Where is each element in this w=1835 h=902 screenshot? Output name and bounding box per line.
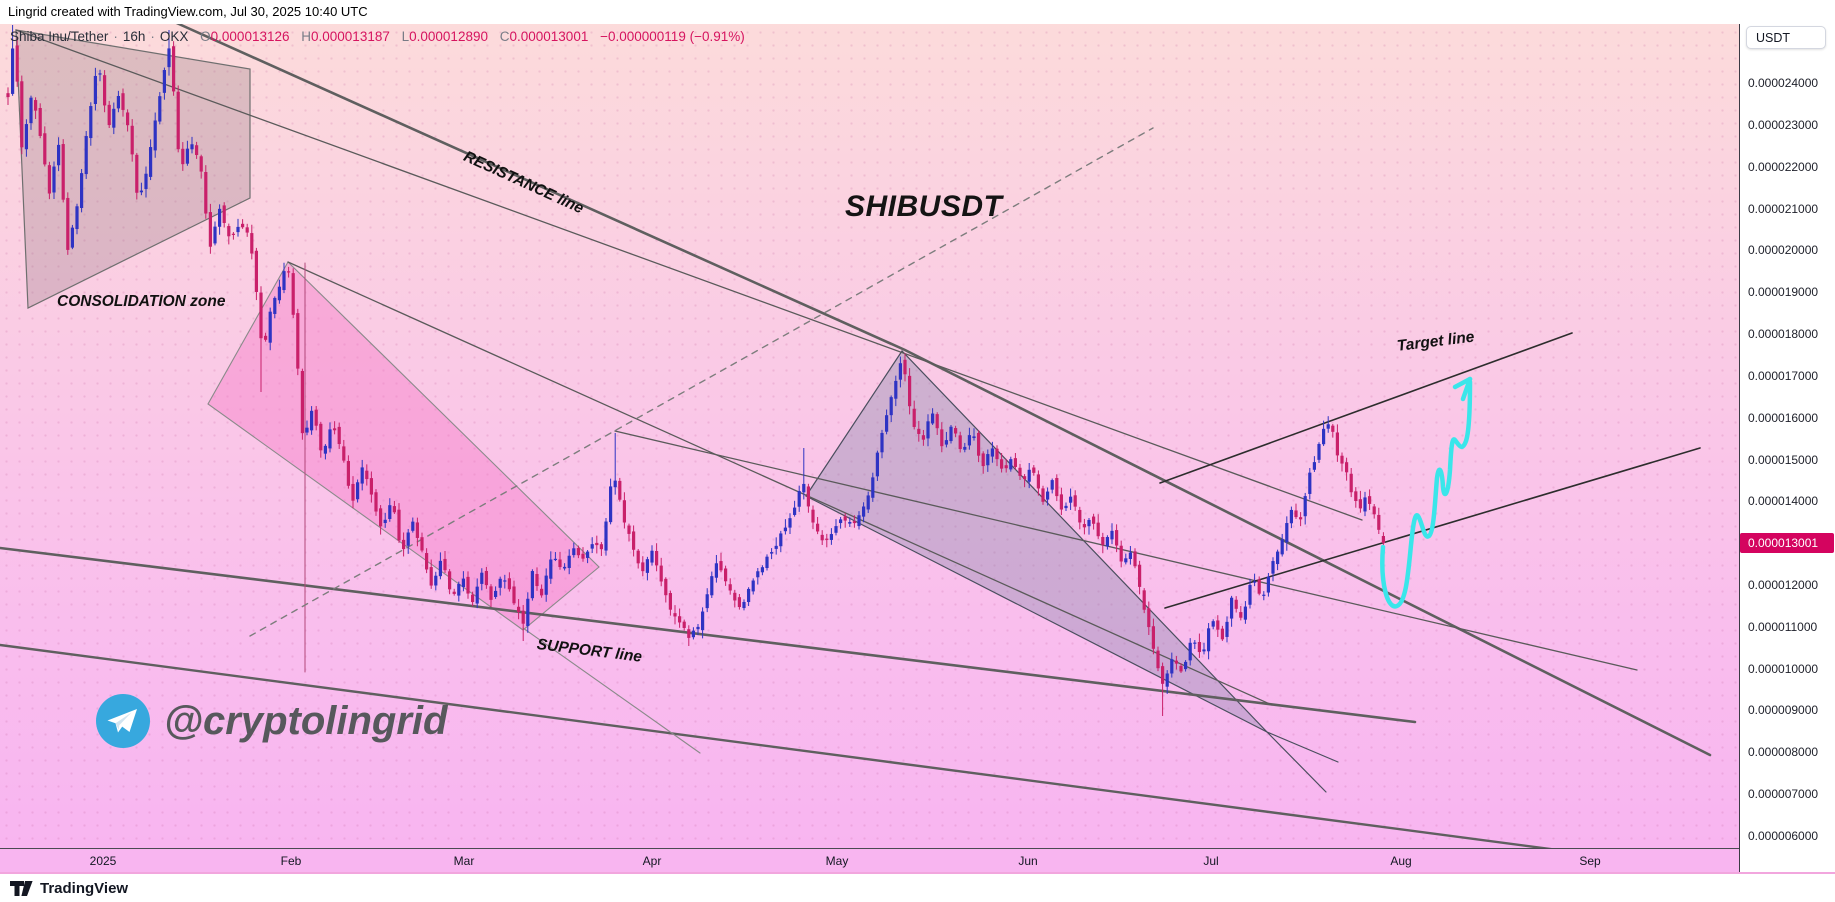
caption-bar: Lingrid created with TradingView.com, Ju…	[0, 0, 1835, 24]
time-tick: Aug	[1390, 854, 1412, 868]
support-trendline[interactable]	[0, 546, 1417, 724]
wedge-lower-extension[interactable]	[1266, 731, 1339, 763]
time-tick: Jun	[1018, 854, 1038, 868]
wedge-shape[interactable]	[805, 350, 1268, 733]
low-value: 0.000012890	[409, 29, 488, 44]
time-tick: Sep	[1579, 854, 1601, 868]
price-tick: 0.000008000	[1748, 745, 1819, 759]
price-tick: 0.000006000	[1748, 829, 1819, 843]
price-tick: 0.000019000	[1748, 285, 1819, 299]
price-tick: 0.000023000	[1748, 118, 1819, 132]
time-tick: 2025	[89, 854, 117, 868]
bottom-trendline[interactable]	[0, 643, 1725, 848]
separator-dot: ·	[150, 29, 155, 44]
target-trendline[interactable]	[1159, 332, 1573, 484]
resistance-trendline[interactable]	[168, 18, 1712, 757]
separator-dot: ·	[113, 29, 118, 44]
price-tick: 0.000018000	[1748, 327, 1819, 341]
symbol-name[interactable]: Shiba Inu/Tether	[10, 29, 109, 44]
price-tick: 0.000017000	[1748, 369, 1819, 383]
low-key: L	[401, 29, 410, 44]
tradingview-logo-icon	[10, 880, 33, 896]
open-key: O	[200, 29, 211, 44]
time-tick: Mar	[453, 854, 475, 868]
telegram-handle: @cryptolingrid	[164, 698, 448, 743]
high-key: H	[301, 29, 312, 44]
price-tick: 0.000022000	[1748, 160, 1819, 174]
price-tick: 0.000010000	[1748, 662, 1819, 676]
price-tick: 0.000016000	[1748, 411, 1819, 425]
dashed-trendline[interactable]	[249, 127, 1154, 637]
footer-bar: TradingView	[0, 872, 1835, 902]
pink-channel-extension[interactable]	[522, 627, 701, 754]
pink-channel-shape[interactable]	[207, 261, 600, 631]
peak-fan-trendline[interactable]	[287, 261, 1273, 706]
time-tick: Apr	[642, 854, 662, 868]
price-tick: 0.000014000	[1748, 494, 1819, 508]
price-tick: 0.000009000	[1748, 703, 1819, 717]
open-value: 0.000013126	[210, 29, 290, 44]
symbol-watermark: SHIBUSDT	[845, 190, 1003, 223]
wedge-right-extension[interactable]	[1266, 731, 1327, 793]
caption-text: Lingrid created with TradingView.com, Ju…	[8, 4, 368, 19]
high-value: 0.000013187	[311, 29, 390, 44]
price-tick: 0.000011000	[1748, 620, 1818, 634]
price-axis-border	[1739, 24, 1740, 872]
dotted-grid	[0, 0, 1739, 848]
chart-plot-area[interactable]	[0, 0, 1739, 848]
exchange-name[interactable]: OKX	[159, 29, 189, 44]
price-tick: 0.000024000	[1748, 76, 1819, 90]
tradingview-link[interactable]: TradingView	[10, 880, 128, 897]
timeframe[interactable]: 16h	[122, 29, 146, 44]
change-value: −0.000000119 (−0.91%)	[600, 29, 745, 44]
cyan-projection-arrow[interactable]	[1380, 379, 1473, 609]
tradingview-brand-text: TradingView	[40, 880, 129, 897]
april-spike-trendline[interactable]	[614, 430, 1638, 671]
price-tick: 0.000015000	[1748, 453, 1819, 467]
price-tick: 0.000020000	[1748, 243, 1819, 257]
close-value: 0.000013001	[509, 29, 589, 44]
consolidation-zone-shape[interactable]	[15, 29, 251, 309]
price-tick: 0.000007000	[1748, 787, 1819, 801]
chart-canvas[interactable]	[0, 0, 1739, 848]
last-price-label: 0.000013001	[1740, 533, 1834, 553]
time-axis[interactable]: 2025 Feb Mar Apr May Jun Jul Aug Sep	[0, 848, 1739, 873]
close-key: C	[499, 29, 510, 44]
symbol-header: Shiba Inu/Tether · 16h · OKX O0.000013126 H0…	[10, 29, 745, 44]
telegram-credit: @cryptolingrid	[96, 694, 447, 748]
price-tick: 0.000012000	[1748, 578, 1819, 592]
time-tick: Feb	[280, 854, 302, 868]
telegram-icon	[96, 694, 150, 748]
price-axis[interactable]: USDT 0.000013001 0.000024000 0.000023000 0…	[1739, 0, 1835, 902]
upper-thin-trendline[interactable]	[15, 29, 1363, 521]
currency-toggle-button[interactable]: USDT	[1746, 26, 1826, 49]
consolidation-label: CONSOLIDATION zone	[57, 293, 226, 310]
price-tick: 0.000021000	[1748, 202, 1819, 216]
time-tick: May	[825, 854, 849, 868]
time-tick: Jul	[1203, 854, 1219, 868]
